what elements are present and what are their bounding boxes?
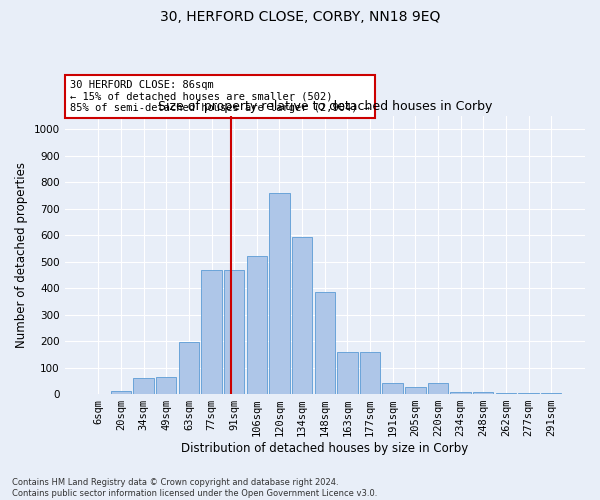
- X-axis label: Distribution of detached houses by size in Corby: Distribution of detached houses by size …: [181, 442, 469, 455]
- Bar: [360, 352, 380, 394]
- Bar: [247, 256, 267, 394]
- Bar: [428, 383, 448, 394]
- Bar: [541, 393, 562, 394]
- Bar: [269, 193, 290, 394]
- Bar: [382, 384, 403, 394]
- Bar: [451, 392, 471, 394]
- Bar: [133, 378, 154, 394]
- Title: Size of property relative to detached houses in Corby: Size of property relative to detached ho…: [158, 100, 492, 114]
- Bar: [314, 292, 335, 394]
- Bar: [179, 342, 199, 394]
- Bar: [156, 377, 176, 394]
- Bar: [224, 270, 244, 394]
- Y-axis label: Number of detached properties: Number of detached properties: [15, 162, 28, 348]
- Text: Contains HM Land Registry data © Crown copyright and database right 2024.
Contai: Contains HM Land Registry data © Crown c…: [12, 478, 377, 498]
- Bar: [496, 393, 516, 394]
- Text: 30, HERFORD CLOSE, CORBY, NN18 9EQ: 30, HERFORD CLOSE, CORBY, NN18 9EQ: [160, 10, 440, 24]
- Bar: [405, 388, 425, 394]
- Bar: [518, 393, 539, 394]
- Bar: [292, 236, 313, 394]
- Bar: [202, 270, 222, 394]
- Bar: [111, 391, 131, 394]
- Bar: [473, 392, 493, 394]
- Bar: [337, 352, 358, 394]
- Text: 30 HERFORD CLOSE: 86sqm
← 15% of detached houses are smaller (502)
85% of semi-d: 30 HERFORD CLOSE: 86sqm ← 15% of detache…: [70, 80, 370, 114]
